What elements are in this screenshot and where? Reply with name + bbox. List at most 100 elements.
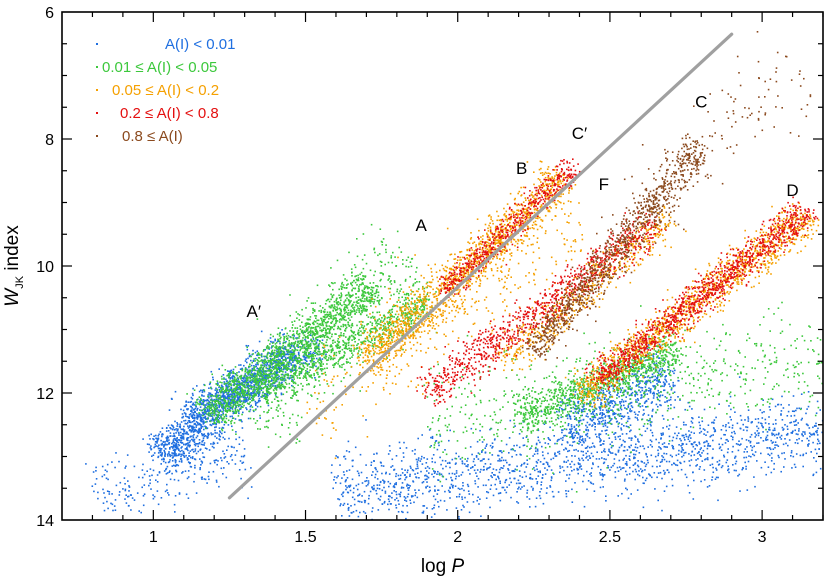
data-point: [177, 439, 179, 441]
data-point: [290, 362, 292, 365]
data-point: [195, 492, 198, 494]
data-point: [703, 433, 705, 435]
data-point: [199, 415, 201, 418]
data-point: [323, 352, 325, 355]
data-point: [605, 458, 607, 461]
data-point: [502, 467, 504, 469]
data-point: [702, 449, 705, 452]
data-point: [746, 451, 748, 453]
data-point: [577, 412, 580, 415]
data-point: [278, 366, 280, 369]
data-point: [387, 453, 390, 455]
data-point: [636, 393, 639, 396]
data-point: [156, 490, 159, 492]
data-point: [635, 399, 637, 401]
data-point: [244, 401, 247, 403]
data-point: [426, 478, 428, 480]
data-point: [765, 439, 767, 441]
data-point: [240, 382, 242, 384]
data-point: [472, 466, 474, 468]
data-point: [251, 379, 254, 381]
data-point: [409, 475, 411, 477]
data-point: [344, 458, 347, 460]
data-point: [734, 455, 737, 458]
data-point: [245, 397, 248, 399]
data-point: [376, 484, 379, 486]
data-point: [455, 507, 458, 509]
data-point: [324, 314, 326, 316]
data-point: [630, 410, 633, 412]
data-point: [434, 470, 436, 473]
data-point: [474, 480, 476, 482]
data-point: [429, 489, 431, 492]
data-point: [466, 501, 469, 503]
data-point: [381, 503, 384, 505]
data-point: [596, 397, 599, 400]
data-point: [339, 482, 342, 485]
data-point: [378, 484, 381, 486]
data-point: [258, 369, 261, 371]
data-point: [590, 446, 593, 448]
data-point: [504, 481, 506, 484]
data-point: [816, 431, 818, 434]
data-point: [168, 452, 170, 455]
data-point: [267, 359, 269, 362]
data-point: [431, 457, 433, 460]
data-point: [154, 443, 157, 446]
data-point: [207, 402, 209, 404]
data-point: [209, 392, 211, 395]
data-point: [652, 354, 654, 356]
data-point: [422, 492, 424, 495]
data-point: [805, 452, 807, 455]
data-point: [218, 388, 221, 391]
data-point: [681, 448, 684, 451]
data-point: [298, 356, 300, 359]
data-point: [159, 431, 162, 433]
data-point: [221, 385, 223, 388]
data-point: [724, 425, 727, 428]
data-point: [166, 465, 169, 468]
data-point: [182, 409, 185, 412]
data-point: [314, 340, 316, 342]
data-point: [508, 484, 511, 486]
data-point: [169, 432, 172, 434]
data-point: [191, 411, 193, 413]
data-point: [186, 437, 188, 440]
data-point: [511, 470, 513, 472]
data-point: [571, 470, 573, 472]
data-point: [225, 378, 227, 381]
data-point: [322, 310, 325, 313]
data-point: [757, 442, 760, 444]
data-point: [197, 422, 199, 424]
data-point: [630, 493, 632, 495]
data-point: [462, 484, 464, 487]
data-point: [334, 282, 336, 284]
data-point: [229, 415, 232, 418]
data-point: [580, 419, 582, 422]
data-point: [602, 474, 605, 476]
data-point: [641, 387, 644, 389]
data-point: [355, 509, 358, 512]
data-point: [110, 502, 112, 505]
data-point: [269, 366, 272, 369]
data-point: [357, 500, 360, 503]
data-point: [158, 447, 161, 450]
data-point: [621, 443, 623, 446]
data-point: [206, 410, 209, 412]
data-point: [576, 407, 579, 410]
data-point: [707, 424, 710, 426]
data-point: [288, 363, 290, 365]
data-point: [241, 379, 243, 382]
data-point: [243, 400, 246, 402]
data-point: [399, 474, 402, 477]
data-point: [632, 382, 634, 384]
data-point: [155, 434, 157, 437]
data-point: [575, 448, 577, 451]
data-point: [136, 492, 139, 494]
data-point: [606, 426, 609, 428]
data-point: [316, 345, 318, 347]
data-point: [241, 367, 243, 370]
data-point: [223, 407, 226, 409]
data-point: [625, 487, 627, 490]
data-point: [244, 373, 247, 375]
